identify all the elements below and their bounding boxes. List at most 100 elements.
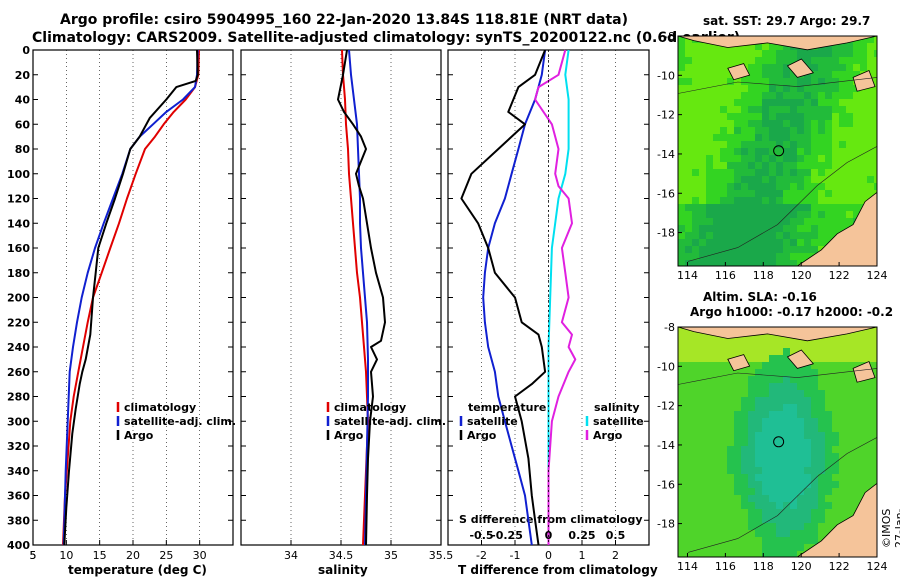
map-cell	[713, 509, 720, 516]
map-cell	[867, 120, 874, 127]
map-cell	[762, 169, 769, 176]
map-cell	[741, 502, 748, 509]
map-cell	[762, 134, 769, 141]
map-cell	[846, 390, 853, 397]
map-cell	[790, 246, 797, 253]
map-cell	[755, 204, 762, 211]
map-cell	[776, 460, 783, 467]
map-cell	[860, 439, 867, 446]
map-cell	[741, 348, 748, 355]
map-cell	[755, 453, 762, 460]
map-cell	[846, 355, 853, 362]
map-cell	[769, 57, 776, 64]
map-cell	[685, 162, 692, 169]
map-cell	[839, 516, 846, 523]
map-cell	[720, 57, 727, 64]
map-cell	[797, 127, 804, 134]
map-cell	[741, 183, 748, 190]
map-cell	[776, 544, 783, 551]
map-cell	[762, 411, 769, 418]
map-cell	[832, 141, 839, 148]
map-cell	[727, 92, 734, 99]
map-cell	[713, 495, 720, 502]
map-cell	[811, 246, 818, 253]
map-cell	[734, 537, 741, 544]
map-cell	[685, 383, 692, 390]
map-cell	[867, 36, 874, 43]
map-cell	[776, 530, 783, 537]
map-cell	[685, 36, 692, 43]
map-cell	[755, 169, 762, 176]
map-cell	[678, 467, 685, 474]
map-cell	[692, 85, 699, 92]
map-cell	[776, 523, 783, 530]
map-cell	[804, 509, 811, 516]
map-cell	[713, 502, 720, 509]
map-cell	[867, 57, 874, 64]
map-cell	[755, 355, 762, 362]
map-cell	[769, 176, 776, 183]
map-cell	[692, 183, 699, 190]
map-cell	[860, 334, 867, 341]
map-cell	[867, 327, 874, 334]
map-cell	[797, 120, 804, 127]
y-tick-label: -8	[664, 30, 675, 43]
map-cell	[748, 78, 755, 85]
map-cell	[783, 260, 790, 266]
map-cell	[783, 551, 790, 557]
map-cell	[797, 397, 804, 404]
map-cell	[699, 544, 706, 551]
map-cell	[776, 141, 783, 148]
map-cell	[776, 495, 783, 502]
map-cell	[685, 404, 692, 411]
map-cell	[776, 78, 783, 85]
x-tick-label: 30	[193, 549, 207, 562]
map-cell	[874, 92, 877, 99]
map-cell	[692, 348, 699, 355]
map-cell	[874, 362, 877, 369]
map-field	[678, 327, 877, 557]
map-cell	[741, 169, 748, 176]
map-cell	[706, 43, 713, 50]
map-cell	[727, 106, 734, 113]
map-cell	[811, 113, 818, 120]
map-cell	[762, 239, 769, 246]
map-cell	[860, 446, 867, 453]
map-cell	[832, 369, 839, 376]
map-cell	[811, 64, 818, 71]
y-tick-label: 160	[7, 242, 30, 255]
map-cell	[818, 106, 825, 113]
map-cell	[699, 211, 706, 218]
map-cell	[797, 544, 804, 551]
map-cell	[692, 418, 699, 425]
map-cell	[825, 418, 832, 425]
map-cell	[762, 390, 769, 397]
map-cell	[762, 432, 769, 439]
map-cell	[748, 334, 755, 341]
map-cell	[769, 253, 776, 260]
map-cell	[720, 544, 727, 551]
legend-label: Argo	[124, 429, 154, 442]
legend-label: Argo	[593, 429, 623, 442]
map-cell	[713, 120, 720, 127]
map-cell	[874, 57, 877, 64]
map-cell	[790, 78, 797, 85]
map-cell	[734, 232, 741, 239]
map-cell	[797, 211, 804, 218]
map-cell	[790, 439, 797, 446]
map-cell	[811, 106, 818, 113]
map-cell	[762, 488, 769, 495]
map-cell	[678, 225, 685, 232]
map-cell	[741, 99, 748, 106]
map-cell	[678, 239, 685, 246]
x-tick-label: 34	[284, 549, 298, 562]
map-cell	[811, 92, 818, 99]
map-cell	[748, 530, 755, 537]
map-cell	[762, 120, 769, 127]
x-tick-label: 120	[791, 269, 812, 282]
map-cell	[832, 85, 839, 92]
map-cell	[832, 467, 839, 474]
map-cell	[685, 176, 692, 183]
map-cell	[818, 57, 825, 64]
map-cell	[860, 92, 867, 99]
